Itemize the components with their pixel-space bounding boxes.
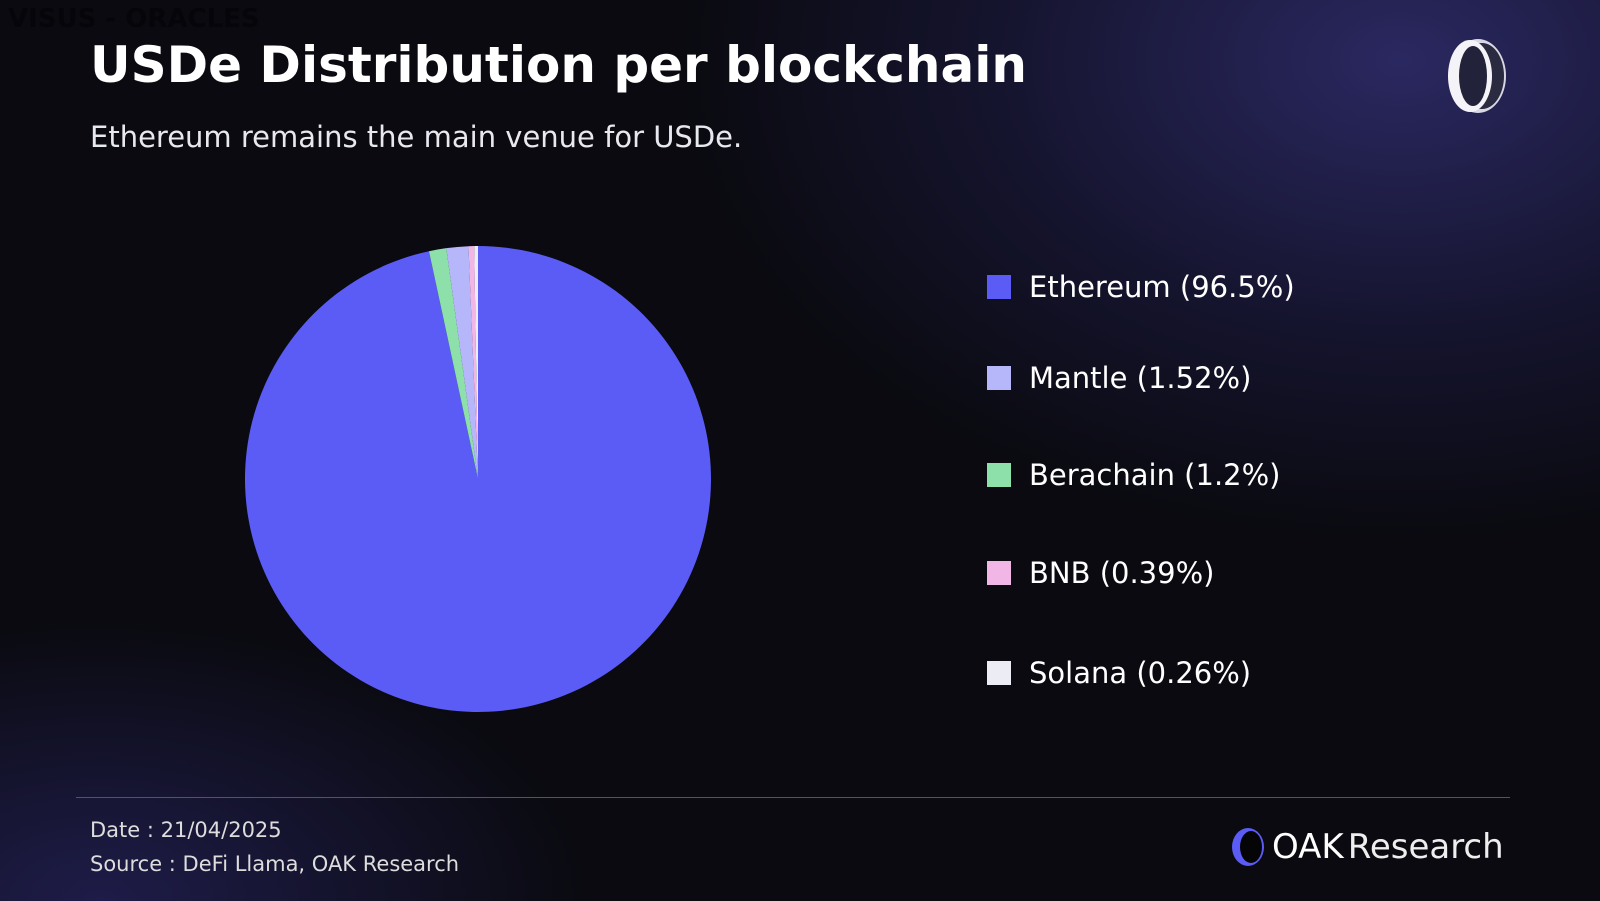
divider <box>76 797 1510 798</box>
legend-swatch <box>987 275 1011 299</box>
brand-bold: OAK <box>1272 827 1344 867</box>
legend-label: Solana (0.26%) <box>1029 656 1252 690</box>
pie-slice-berachain <box>428 248 478 479</box>
oak-ring-icon <box>1232 828 1264 866</box>
pie-chart <box>245 246 712 712</box>
brand-logo: OAK Research <box>1230 826 1504 868</box>
date-label: Date : 21/04/2025 <box>90 818 282 842</box>
pie-slice-solana <box>474 246 478 479</box>
legend-item-solana: Solana (0.26%) <box>987 656 1251 690</box>
legend-item-bnb: BNB (0.39%) <box>987 556 1214 590</box>
legend-swatch <box>987 366 1011 390</box>
chart-title: USDe Distribution per blockchain <box>90 36 1027 94</box>
watermark: VISUS - ORACLES <box>8 4 260 34</box>
legend-swatch <box>987 463 1011 487</box>
legend-label: Ethereum (96.5%) <box>1029 270 1295 304</box>
legend-label: Berachain (1.2%) <box>1029 458 1281 492</box>
pie-slice-bnb <box>468 246 478 479</box>
source-label: Source : DeFi Llama, OAK Research <box>90 852 460 876</box>
pie-slice-mantle <box>446 246 478 479</box>
legend-swatch <box>987 661 1011 685</box>
legend-item-berachain: Berachain (1.2%) <box>987 458 1280 492</box>
oak-logo-icon <box>1448 39 1506 113</box>
legend-item-ethereum: Ethereum (96.5%) <box>987 270 1295 304</box>
legend-item-mantle: Mantle (1.52%) <box>987 361 1251 395</box>
legend-label: BNB (0.39%) <box>1029 556 1215 590</box>
chart-subtitle: Ethereum remains the main venue for USDe… <box>90 120 743 154</box>
brand-light: Research <box>1347 827 1504 867</box>
legend-swatch <box>987 561 1011 585</box>
legend-label: Mantle (1.52%) <box>1029 361 1252 395</box>
